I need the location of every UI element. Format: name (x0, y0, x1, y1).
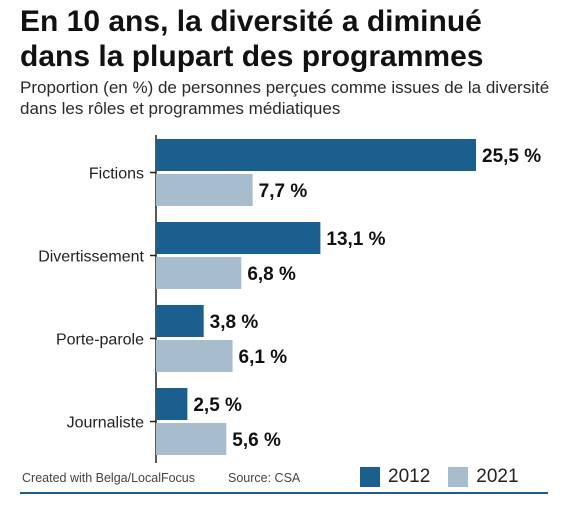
bar-2012-divertissement (156, 222, 321, 254)
category-label-fictions: Fictions (89, 166, 144, 183)
bar-2012-fictions (156, 139, 476, 171)
credit-text: Created with Belga/LocalFocus (22, 471, 196, 485)
chart-subtitle: Proportion (en %) de personnes perçues c… (20, 78, 550, 118)
data-label-2012-porte-parole: 3,8 % (210, 312, 259, 333)
legend-item-2021: 2021 (448, 466, 519, 488)
legend-label-2012: 2012 (388, 466, 431, 487)
category-label-divertissement: Divertissement (38, 249, 144, 266)
data-label-2012-journaliste: 2,5 % (193, 395, 242, 416)
data-label-2021-journaliste: 5,6 % (232, 430, 281, 451)
category-label-porte-parole: Porte-parole (56, 332, 144, 349)
data-label-2021-porte-parole: 6,1 % (239, 347, 288, 368)
bar-2021-fictions (156, 174, 253, 206)
legend: 2012 2021 (360, 466, 537, 488)
category-label-journaliste: Journaliste (67, 415, 144, 432)
source-text: Source: CSA (228, 471, 301, 485)
legend-swatch-2021 (448, 467, 469, 487)
bar-2021-journaliste (156, 423, 227, 455)
bar-2021-divertissement (156, 257, 242, 289)
chart-title: En 10 ans, la diversité a diminué dans l… (20, 5, 484, 73)
data-label-2012-divertissement: 13,1 % (326, 229, 385, 250)
data-label-2012-fictions: 25,5 % (482, 146, 541, 167)
bar-2021-porte-parole (156, 340, 233, 372)
data-label-2021-divertissement: 6,8 % (247, 264, 296, 285)
bar-2012-porte-parole (156, 305, 204, 337)
legend-label-2021: 2021 (476, 466, 519, 487)
legend-item-2012: 2012 (360, 466, 430, 488)
legend-swatch-2012 (360, 467, 380, 487)
data-label-2021-fictions: 7,7 % (259, 181, 308, 202)
bar-2012-journaliste (156, 388, 188, 420)
footer-divider (20, 492, 548, 494)
